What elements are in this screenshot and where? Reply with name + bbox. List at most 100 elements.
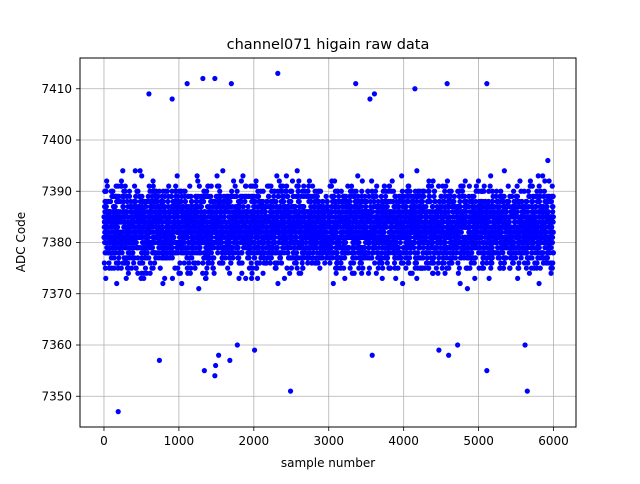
data-point bbox=[459, 230, 464, 235]
data-point bbox=[175, 173, 180, 178]
data-point bbox=[212, 271, 217, 276]
data-point bbox=[239, 178, 244, 183]
data-point bbox=[434, 266, 439, 271]
data-point bbox=[407, 255, 412, 260]
data-point bbox=[363, 204, 368, 209]
data-point bbox=[288, 199, 293, 204]
data-point bbox=[222, 214, 227, 219]
data-point bbox=[360, 178, 365, 183]
data-point bbox=[183, 189, 188, 194]
data-point bbox=[396, 245, 401, 250]
data-point bbox=[421, 194, 426, 199]
data-point bbox=[281, 199, 286, 204]
data-point bbox=[458, 204, 463, 209]
data-point bbox=[289, 266, 294, 271]
data-point bbox=[113, 204, 118, 209]
data-point bbox=[414, 168, 419, 173]
data-point bbox=[282, 276, 287, 281]
data-point bbox=[349, 184, 354, 189]
data-point bbox=[295, 168, 300, 173]
data-point bbox=[430, 271, 435, 276]
data-point bbox=[392, 260, 397, 265]
data-point bbox=[161, 199, 166, 204]
data-point bbox=[406, 260, 411, 265]
data-point bbox=[298, 271, 303, 276]
data-point bbox=[166, 184, 171, 189]
data-point bbox=[196, 286, 201, 291]
data-point bbox=[246, 204, 251, 209]
data-point bbox=[435, 271, 440, 276]
data-point bbox=[318, 189, 323, 194]
data-point bbox=[275, 245, 280, 250]
data-point bbox=[374, 271, 379, 276]
data-point bbox=[151, 266, 156, 271]
data-point bbox=[407, 189, 412, 194]
data-point bbox=[278, 255, 283, 260]
data-point bbox=[430, 204, 435, 209]
data-point bbox=[273, 266, 278, 271]
data-point bbox=[354, 189, 359, 194]
data-point bbox=[135, 189, 140, 194]
data-point bbox=[469, 250, 474, 255]
data-point bbox=[129, 266, 134, 271]
data-point bbox=[351, 260, 356, 265]
data-point bbox=[296, 184, 301, 189]
data-point bbox=[175, 266, 180, 271]
data-point bbox=[243, 276, 248, 281]
data-point bbox=[474, 184, 479, 189]
data-point bbox=[268, 260, 273, 265]
data-point bbox=[369, 255, 374, 260]
data-point bbox=[209, 235, 214, 240]
data-point bbox=[110, 189, 115, 194]
data-point bbox=[204, 266, 209, 271]
data-point bbox=[385, 204, 390, 209]
data-point bbox=[381, 230, 386, 235]
data-point bbox=[260, 271, 265, 276]
data-point bbox=[442, 271, 447, 276]
data-point bbox=[445, 178, 450, 183]
data-point bbox=[121, 204, 126, 209]
data-point bbox=[239, 250, 244, 255]
data-point bbox=[339, 189, 344, 194]
data-point bbox=[236, 255, 241, 260]
data-point bbox=[114, 281, 119, 286]
data-point bbox=[449, 260, 454, 265]
data-point bbox=[295, 266, 300, 271]
data-point bbox=[225, 266, 230, 271]
data-point bbox=[285, 194, 290, 199]
data-point bbox=[124, 276, 129, 281]
data-point bbox=[146, 255, 151, 260]
data-point bbox=[217, 189, 222, 194]
data-point bbox=[406, 184, 411, 189]
data-point bbox=[116, 255, 121, 260]
data-point bbox=[104, 204, 109, 209]
data-point bbox=[269, 255, 274, 260]
data-point bbox=[158, 266, 163, 271]
data-point bbox=[431, 260, 436, 265]
data-point bbox=[233, 184, 238, 189]
data-point bbox=[379, 260, 384, 265]
data-point bbox=[173, 184, 178, 189]
data-point bbox=[348, 266, 353, 271]
data-point bbox=[139, 194, 144, 199]
data-point bbox=[284, 173, 289, 178]
data-point bbox=[200, 260, 205, 265]
data-point bbox=[334, 271, 339, 276]
data-point bbox=[452, 194, 457, 199]
data-point bbox=[132, 184, 137, 189]
data-point bbox=[189, 199, 194, 204]
data-point bbox=[471, 194, 476, 199]
data-point bbox=[374, 184, 379, 189]
data-point bbox=[399, 173, 404, 178]
data-point bbox=[102, 260, 107, 265]
data-point bbox=[123, 184, 128, 189]
data-point bbox=[352, 271, 357, 276]
data-point bbox=[253, 184, 258, 189]
data-point bbox=[457, 266, 462, 271]
data-point bbox=[400, 260, 405, 265]
data-point bbox=[134, 266, 139, 271]
data-point bbox=[387, 184, 392, 189]
data-point bbox=[254, 266, 259, 271]
data-point bbox=[414, 260, 419, 265]
data-point bbox=[145, 250, 150, 255]
